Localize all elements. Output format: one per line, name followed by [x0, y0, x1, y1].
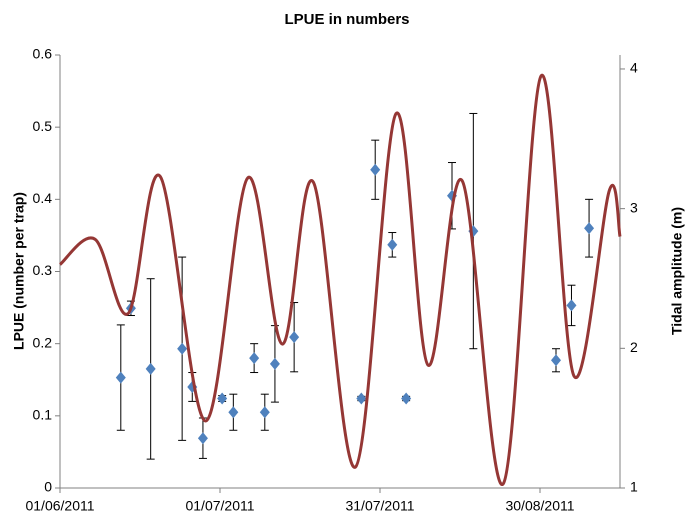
- y2-axis-label: Tidal amplitude (m): [669, 207, 685, 335]
- lpue-point: [356, 392, 367, 405]
- lpue-point: [197, 432, 208, 445]
- lpue-point: [289, 331, 300, 344]
- lpue-point: [249, 352, 260, 365]
- y-tick-label: 0.1: [33, 407, 53, 423]
- lpue-point: [269, 357, 280, 370]
- lpue-point: [217, 392, 228, 405]
- x-tick-label: 30/08/2011: [505, 498, 574, 514]
- x-tick-label: 01/07/2011: [185, 498, 254, 514]
- lpue-point: [145, 362, 156, 375]
- lpue-point: [387, 238, 398, 251]
- lpue-point: [551, 354, 561, 367]
- y2-tick-label: 3: [630, 199, 638, 215]
- y2-tick-label: 1: [630, 479, 638, 495]
- y2-tick-label: 4: [630, 60, 638, 76]
- tide-line: [58, 74, 622, 486]
- lpue-point: [228, 406, 239, 419]
- y-tick-label: 0.6: [33, 46, 53, 62]
- lpue-point: [584, 222, 595, 235]
- lpue-point: [370, 163, 381, 176]
- y-tick-label: 0.3: [33, 262, 53, 278]
- x-tick-label: 31/07/2011: [345, 498, 414, 514]
- x-tick-label: 01/06/2011: [25, 498, 94, 514]
- y-tick-label: 0.5: [33, 118, 53, 134]
- lpue-point: [259, 406, 270, 419]
- lpue-point: [177, 342, 188, 355]
- lpue-point: [566, 299, 577, 312]
- chart-title: LPUE in numbers: [284, 11, 409, 28]
- y2-tick-label: 2: [630, 339, 638, 355]
- y-axis-label: LPUE (number per trap): [11, 192, 27, 350]
- y-tick-label: 0.2: [33, 334, 53, 350]
- lpue-point: [401, 392, 412, 405]
- y-tick-label: 0.4: [33, 190, 53, 206]
- lpue-point: [115, 371, 126, 384]
- y-tick-label: 0: [44, 479, 52, 495]
